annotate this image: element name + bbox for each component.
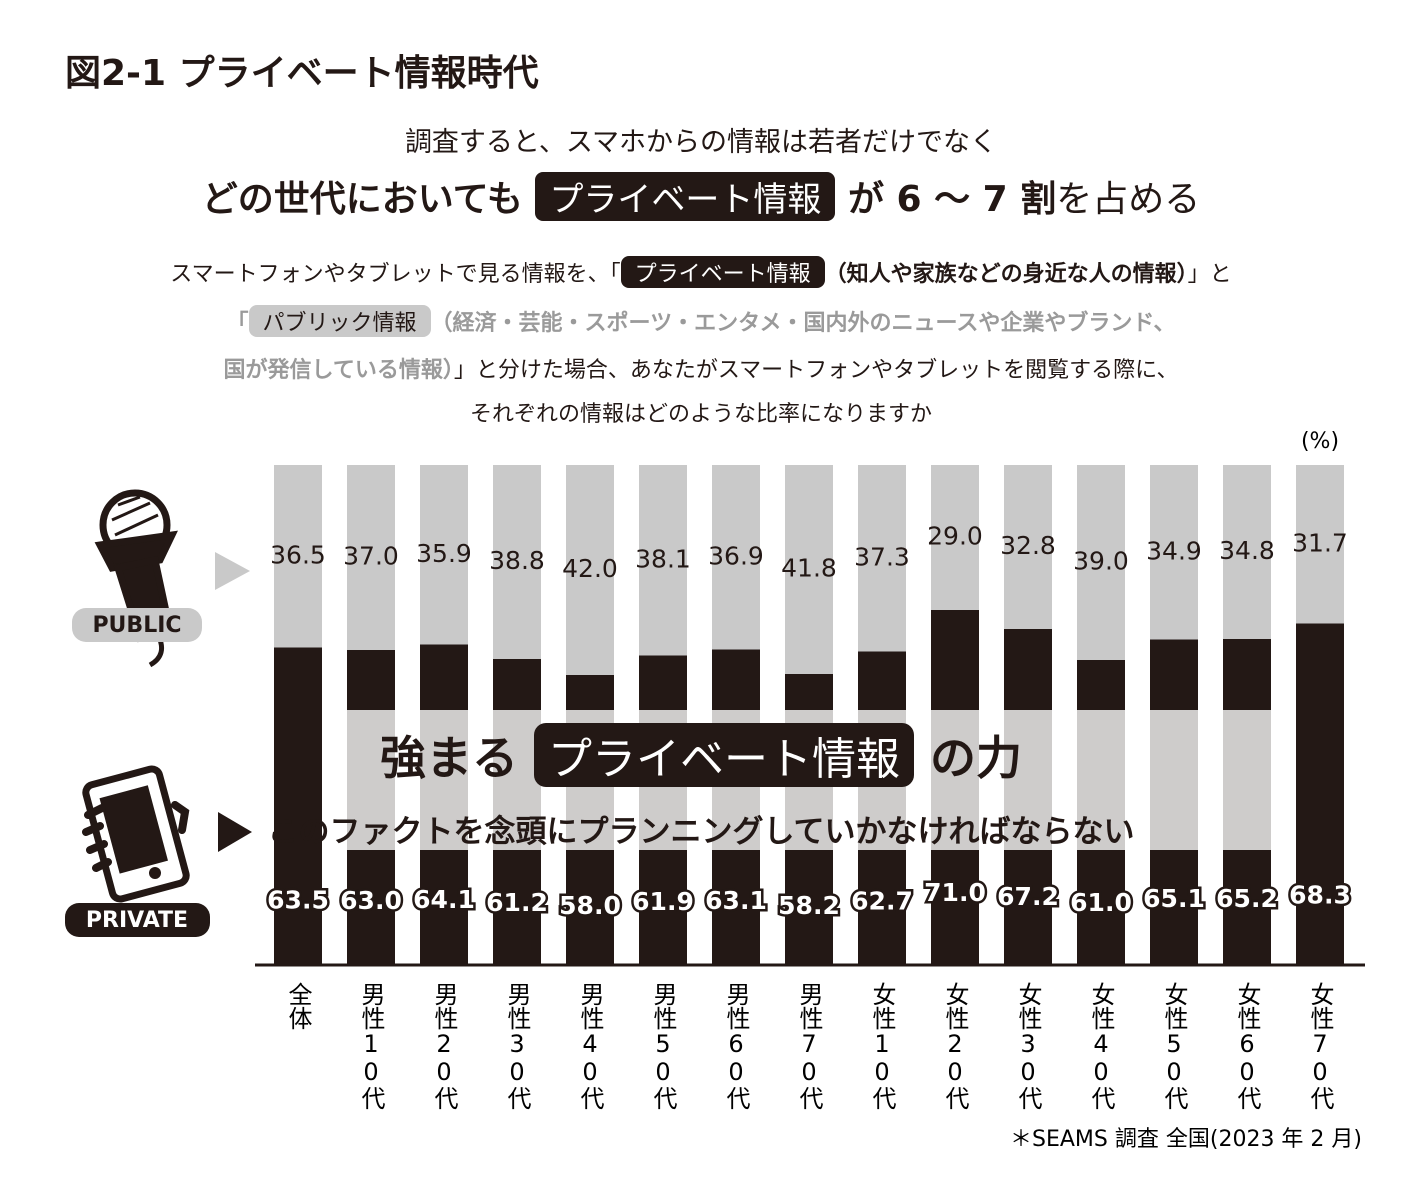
data-label: 38.1 bbox=[635, 544, 691, 573]
question-line: 「パブリック情報 （経済・芸能・スポーツ・エンタメ・国内外のニュースや企業やブラン… bbox=[0, 305, 1402, 337]
bar-segment bbox=[1004, 465, 1052, 629]
text: スマートフォンやタブレットで見る情報を、「 bbox=[170, 262, 621, 287]
source: ＊SEAMS 調査 全国(2023 年 2 月) bbox=[1010, 1127, 1362, 1152]
data-label: 63.0 bbox=[340, 886, 402, 915]
badge: プライベート情報 bbox=[620, 256, 825, 288]
x-tick-label: 男性40代 bbox=[576, 982, 604, 1110]
legend-pill bbox=[65, 903, 210, 937]
x-tick-label: 女性60代 bbox=[1233, 982, 1261, 1110]
x-tick-label: 男性30代 bbox=[503, 982, 531, 1110]
text: を占める bbox=[1056, 179, 1201, 220]
badge: パブリック情報 bbox=[248, 305, 431, 337]
x-tick-label: 女性10代 bbox=[868, 982, 896, 1110]
x-tick-label: 女性50代 bbox=[1160, 982, 1188, 1110]
data-label: 36.5 bbox=[270, 540, 326, 569]
bar-segment bbox=[274, 465, 322, 648]
data-label: 61.9 bbox=[632, 887, 694, 916]
text: 「 bbox=[226, 311, 249, 336]
x-tick-label: 全体 bbox=[284, 982, 312, 1030]
text: が 6 ～ 7 割 bbox=[847, 179, 1057, 220]
data-label: 65.2 bbox=[1216, 884, 1278, 913]
x-tick-label: 女性20代 bbox=[941, 982, 969, 1110]
bar-segment bbox=[274, 647, 322, 965]
bar-segment bbox=[785, 465, 833, 674]
data-label: 63.5 bbox=[267, 886, 329, 915]
phone-icon bbox=[82, 765, 190, 903]
text: 」と bbox=[1187, 262, 1232, 287]
text: の力 bbox=[930, 731, 1023, 785]
data-label: 58.2 bbox=[778, 891, 840, 920]
lead-headline: どの世代においても プライベート情報 が 6 ～ 7 割を占める bbox=[0, 170, 1402, 222]
callout-headline: 強まる プライベート情報 の力 bbox=[0, 722, 1402, 788]
bar-segment bbox=[858, 465, 906, 652]
legend-pill bbox=[72, 608, 202, 642]
unit: (%) bbox=[1301, 429, 1339, 454]
bar-segment bbox=[1296, 623, 1344, 965]
data-label: 34.9 bbox=[1146, 536, 1202, 565]
badge: プライベート情報 bbox=[535, 172, 836, 221]
data-label: 62.7 bbox=[851, 886, 913, 915]
data-label: 34.8 bbox=[1219, 536, 1275, 565]
x-tick-label: 男性70代 bbox=[795, 982, 823, 1110]
bar-segment bbox=[1296, 465, 1344, 624]
data-label: 68.3 bbox=[1289, 881, 1351, 910]
text: （知人や家族などの身近な人の情報） bbox=[824, 262, 1188, 287]
data-label: 39.0 bbox=[1073, 547, 1129, 576]
data-label: 41.8 bbox=[781, 554, 837, 583]
question-line: 国が発信している情報）」と分けた場合、あなたがスマートフォンやタブレットを閲覧す… bbox=[0, 352, 1402, 384]
data-label: 63.1 bbox=[705, 886, 767, 915]
bar-segment bbox=[1150, 465, 1198, 640]
data-label: 67.2 bbox=[997, 882, 1059, 911]
bar-segment bbox=[1223, 465, 1271, 639]
bar-segment bbox=[347, 465, 395, 650]
data-label: 36.9 bbox=[708, 541, 764, 570]
text: （経済・芸能・スポーツ・エンタメ・国内外のニュースや企業やブランド、 bbox=[430, 311, 1176, 336]
text: 国が発信している情報） bbox=[223, 358, 454, 383]
bar-segment bbox=[931, 465, 979, 610]
data-label: 61.2 bbox=[486, 888, 548, 917]
text: 強まる bbox=[379, 731, 518, 785]
text: どの世代においても bbox=[201, 179, 523, 220]
data-label: 42.0 bbox=[562, 554, 618, 583]
x-tick-label: 男性20代 bbox=[430, 982, 458, 1110]
data-label: 35.9 bbox=[416, 539, 472, 568]
x-tick-label: 男性50代 bbox=[649, 982, 677, 1110]
question-line: スマートフォンやタブレットで見る情報を、「 プライベート情報 （知人や家族などの身近… bbox=[0, 256, 1402, 288]
callout-sub: このファクトを念頭にプランニングしていかなければならない bbox=[267, 814, 1135, 850]
x-tick-label: 女性40代 bbox=[1087, 982, 1115, 1110]
data-label: 64.1 bbox=[413, 885, 475, 914]
data-label: 65.1 bbox=[1143, 884, 1205, 913]
x-tick-label: 女性30代 bbox=[1014, 982, 1042, 1110]
data-label: 32.8 bbox=[1000, 531, 1056, 560]
badge: プライベート情報 bbox=[534, 723, 914, 787]
x-tick-label: 男性60代 bbox=[722, 982, 750, 1110]
question-line: それぞれの情報はどのような比率になりますか bbox=[469, 402, 932, 427]
data-label: 37.0 bbox=[343, 542, 399, 571]
data-label: 71.0 bbox=[924, 878, 986, 907]
bar-segment bbox=[420, 465, 468, 645]
pointer bbox=[218, 812, 252, 852]
bar-segment bbox=[639, 465, 687, 656]
x-tick-label: 男性10代 bbox=[357, 982, 385, 1110]
bar-segment bbox=[493, 465, 541, 659]
data-label: 38.8 bbox=[489, 546, 545, 575]
legend-label: PUBLIC bbox=[92, 613, 181, 638]
data-label: 58.0 bbox=[559, 891, 621, 920]
bar-segment bbox=[1077, 465, 1125, 660]
legend-label: PRIVATE bbox=[86, 908, 188, 933]
data-label: 31.7 bbox=[1292, 528, 1348, 557]
lead-line: 調査すると、スマホからの情報は若者だけでなく bbox=[404, 127, 998, 158]
x-tick-label: 女性70代 bbox=[1306, 982, 1334, 1110]
title: 図2-1 プライベート情報時代 bbox=[65, 53, 539, 94]
bar-segment bbox=[566, 465, 614, 675]
bar-segment bbox=[712, 465, 760, 650]
pointer bbox=[215, 552, 250, 590]
text: 」と分けた場合、あなたがスマートフォンやタブレットを閲覧する際に、 bbox=[453, 358, 1179, 383]
data-label: 61.0 bbox=[1070, 888, 1132, 917]
data-label: 29.0 bbox=[927, 522, 983, 551]
data-label: 37.3 bbox=[854, 542, 910, 571]
